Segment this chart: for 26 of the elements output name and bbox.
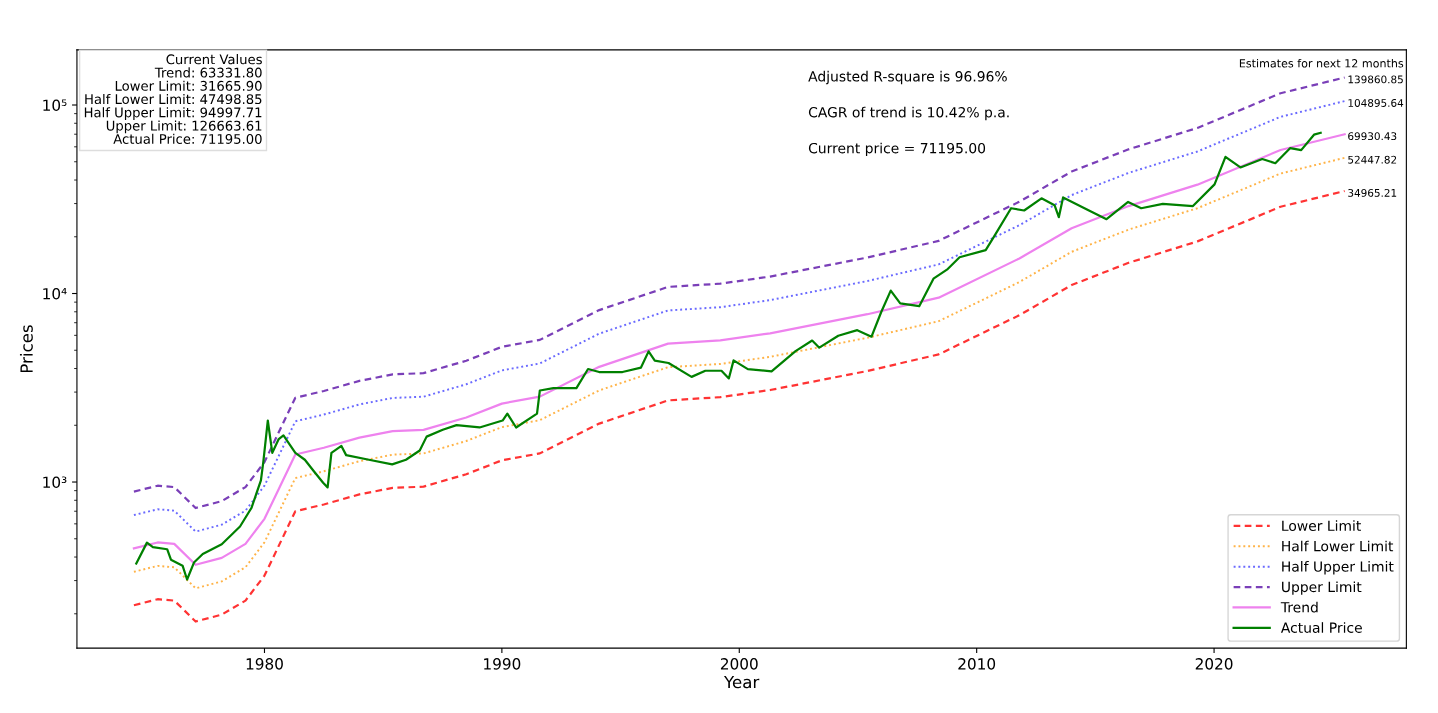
data-label: 104895.64 [1348,99,1404,107]
annotation: CAGR of trend is 10.42% p.a. [808,106,1009,121]
x-axis-title: Year [723,675,760,689]
data-label: 52447.82 [1348,155,1397,164]
x-tick-label: 1980 [246,658,283,670]
x-tick-label: 2010 [958,658,996,670]
x-tick-label: 2000 [720,658,758,670]
legend-label: Half Lower Limit [1282,540,1394,552]
legend-label: Lower Limit [1282,520,1361,531]
data-label: 34965.21 [1348,188,1397,197]
data-label: 69930.43 [1348,132,1397,141]
annotation: Current Values Trend: 63331.80 Lower Limit: 31665.90 Half Lower Limit: 47498.85 Half Upper Limit: 94997.71 Upper Limit: 126663.61 Actual Price: 71195.00 [84,54,262,144]
annotation: Current price = 71195.00 [808,142,986,157]
data-label: 139860.85 [1348,75,1403,84]
y-axis-title: Prices [19,325,33,373]
annotation: Estimates for next 12 months [1239,58,1404,68]
x-tick-label: 1990 [484,658,521,670]
legend-label: Upper Limit [1282,581,1362,595]
legend-label: Half Upper Limit [1282,561,1394,575]
y-tick-label: 10⁵ [43,99,67,112]
legend-label: Trend [1280,601,1318,613]
legend-label: Actual Price [1280,622,1362,633]
annotation: Adjusted R-square is 96.96% [808,70,1007,85]
y-tick-label: 10³ [43,476,67,489]
y-tick-label: 10⁴ [43,287,67,300]
x-tick-label: 2020 [1195,658,1233,670]
